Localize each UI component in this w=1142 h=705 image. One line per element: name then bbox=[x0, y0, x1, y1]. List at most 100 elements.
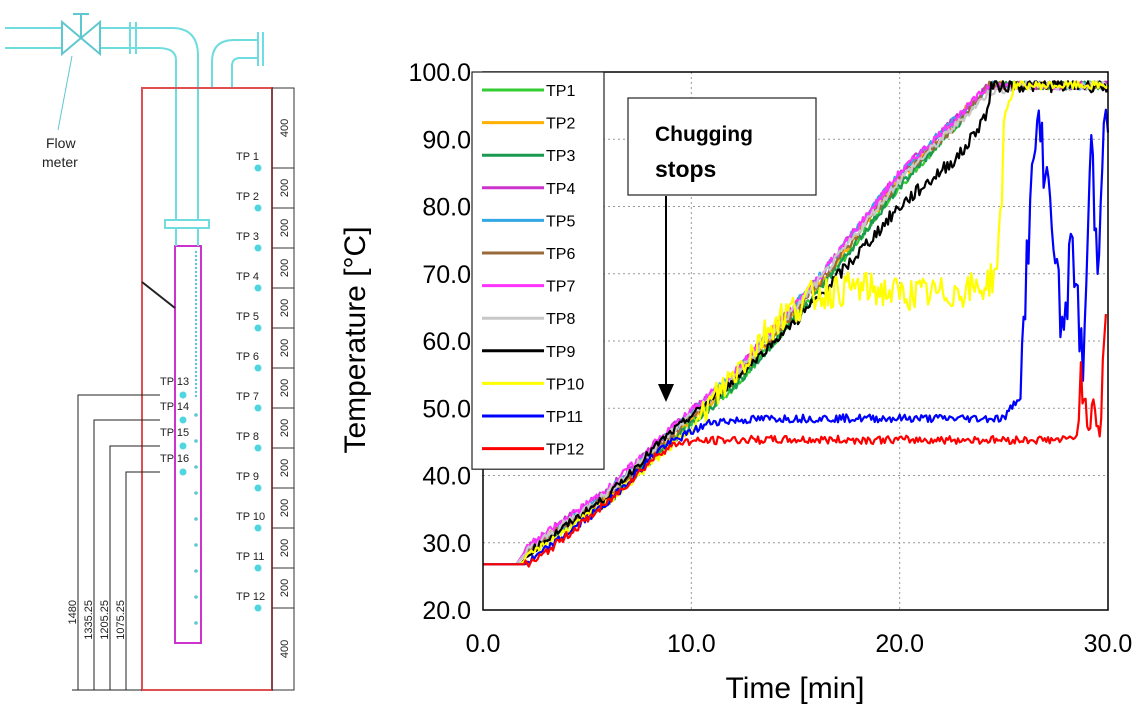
apparatus-diagram: Flow meter 400 200 200 200 200 200 200 200 200 20… bbox=[5, 13, 295, 691]
probe-label: TP 8 bbox=[236, 431, 259, 443]
probe-label: TP 7 bbox=[236, 391, 259, 403]
dimension-label: 200 bbox=[279, 459, 291, 477]
annotation-box bbox=[627, 97, 817, 196]
sparger-hole bbox=[194, 346, 198, 350]
legend-label: TP12 bbox=[546, 442, 584, 459]
legend-label: TP3 bbox=[546, 148, 575, 165]
flow-meter-leader bbox=[57, 55, 73, 131]
sparger-hole bbox=[194, 595, 198, 599]
legend-label: TP5 bbox=[546, 213, 575, 230]
sparger-hole bbox=[194, 413, 198, 417]
sparger-hole bbox=[194, 286, 198, 290]
probe-label: TP 4 bbox=[236, 271, 259, 283]
series-lines bbox=[483, 80, 1110, 568]
sparger-hole bbox=[194, 569, 198, 573]
probe-dot bbox=[254, 564, 262, 572]
probe-dot bbox=[254, 244, 262, 252]
dimension-label: 200 bbox=[279, 539, 291, 557]
y-axis-title: Temperature [°C] bbox=[339, 226, 372, 453]
sparger-hole bbox=[194, 250, 198, 254]
series-line-tp7 bbox=[483, 80, 1109, 566]
dimension-label: 200 bbox=[279, 299, 291, 317]
annotation-line2: stops bbox=[655, 156, 716, 182]
series-line-tp9 bbox=[483, 80, 1110, 566]
sparger-hole bbox=[194, 270, 198, 274]
sparger-hole bbox=[194, 326, 198, 330]
plot-frame bbox=[482, 71, 1109, 611]
probe-label: TP 9 bbox=[236, 471, 259, 483]
probe-label: TP 12 bbox=[236, 591, 265, 603]
y-tick-label: 100.0 bbox=[408, 59, 471, 87]
x-tick-label: 30.0 bbox=[1084, 630, 1133, 658]
dimension-label: 200 bbox=[279, 339, 291, 357]
sparger-hole bbox=[194, 342, 198, 346]
y-tick-label: 90.0 bbox=[422, 126, 471, 154]
sparger-hole bbox=[194, 394, 198, 398]
probe-dot bbox=[254, 284, 262, 292]
series-line-tp8 bbox=[483, 80, 1109, 566]
probe-label: TP 5 bbox=[236, 311, 259, 323]
left-dimension-line bbox=[93, 419, 160, 690]
sparger-hole bbox=[194, 362, 198, 366]
sparger-hole bbox=[194, 290, 198, 294]
probe-dot bbox=[254, 524, 262, 532]
sparger-hole bbox=[194, 310, 198, 314]
legend-label: TP1 bbox=[546, 83, 575, 100]
y-tick-label: 30.0 bbox=[422, 530, 471, 558]
x-tick-label: 0.0 bbox=[466, 630, 501, 658]
left-probe-dot bbox=[179, 416, 187, 424]
sparger-hole bbox=[194, 278, 198, 282]
x-axis-title: Time [min] bbox=[726, 672, 865, 705]
sparger-hole bbox=[194, 382, 198, 386]
sparger-hole bbox=[194, 282, 198, 286]
probe-dot bbox=[254, 444, 262, 452]
sparger-hole bbox=[194, 358, 198, 362]
sparger-hole bbox=[194, 258, 198, 262]
sparger-hole bbox=[194, 517, 198, 521]
probe-dot bbox=[254, 324, 262, 332]
dimension-label: 400 bbox=[279, 640, 291, 658]
series-line-tp3 bbox=[483, 80, 1109, 566]
sparger-hole bbox=[194, 330, 198, 334]
right-probes: TP 1 TP 2 TP 3 TP 4 TP 5 TP 6 TP 7 TP 8 TP 9 TP 1… bbox=[236, 151, 265, 612]
series-line-tp11 bbox=[483, 108, 1110, 566]
flow-meter-label-line1: Flow bbox=[46, 135, 76, 151]
sparger-hole bbox=[194, 465, 198, 469]
legend: TP1 TP2 TP3 TP4 TP5 TP6 TP7 TP8 TP9 TP10 TP11 TP12 bbox=[471, 71, 605, 470]
sparger-hole bbox=[194, 266, 198, 270]
tick-labels: 20.0 30.0 40.0 50.0 60.0 70.0 80.0 90.0 100.0 0.0… bbox=[408, 59, 1132, 658]
sparger-hole bbox=[194, 302, 198, 306]
left-probe-label: TP 15 bbox=[160, 427, 189, 439]
sparger-hole bbox=[194, 262, 198, 266]
probe-dot bbox=[254, 364, 262, 372]
y-tick-label: 80.0 bbox=[422, 194, 471, 222]
legend-label: TP11 bbox=[546, 409, 583, 426]
sparger-hole bbox=[194, 543, 198, 547]
sparger-holes bbox=[194, 250, 198, 625]
series-line-tp12 bbox=[483, 314, 1107, 568]
sparger-hole bbox=[194, 298, 198, 302]
legend-label: TP10 bbox=[546, 376, 584, 393]
sparger-hole bbox=[194, 274, 198, 278]
dimension-column bbox=[271, 87, 295, 691]
dimension-label: 200 bbox=[279, 379, 291, 397]
series-line-tp6 bbox=[483, 80, 1109, 566]
sparger-hole bbox=[194, 306, 198, 310]
sparger-hole bbox=[194, 370, 198, 374]
left-dimension-line bbox=[109, 445, 160, 690]
annotation: Chugging stops bbox=[627, 97, 817, 402]
probe-dot bbox=[254, 404, 262, 412]
inlet-pipe bbox=[5, 22, 199, 220]
sparger-hole bbox=[194, 254, 198, 258]
left-probe-dot bbox=[179, 442, 187, 450]
sparger-hole bbox=[194, 366, 198, 370]
dimension-label: 400 bbox=[279, 119, 291, 137]
probe-dot bbox=[254, 604, 262, 612]
sparger-hole bbox=[194, 390, 198, 394]
sparger-hole bbox=[194, 314, 198, 318]
y-tick-label: 40.0 bbox=[422, 463, 471, 491]
valve-icon bbox=[61, 13, 101, 57]
left-probes: TP 13 1480 TP 14 1335.25 TP 15 1205.25 TP 16 10… bbox=[67, 376, 189, 691]
flow-meter-label-line2: meter bbox=[42, 154, 78, 170]
dimension-label: 200 bbox=[279, 579, 291, 597]
